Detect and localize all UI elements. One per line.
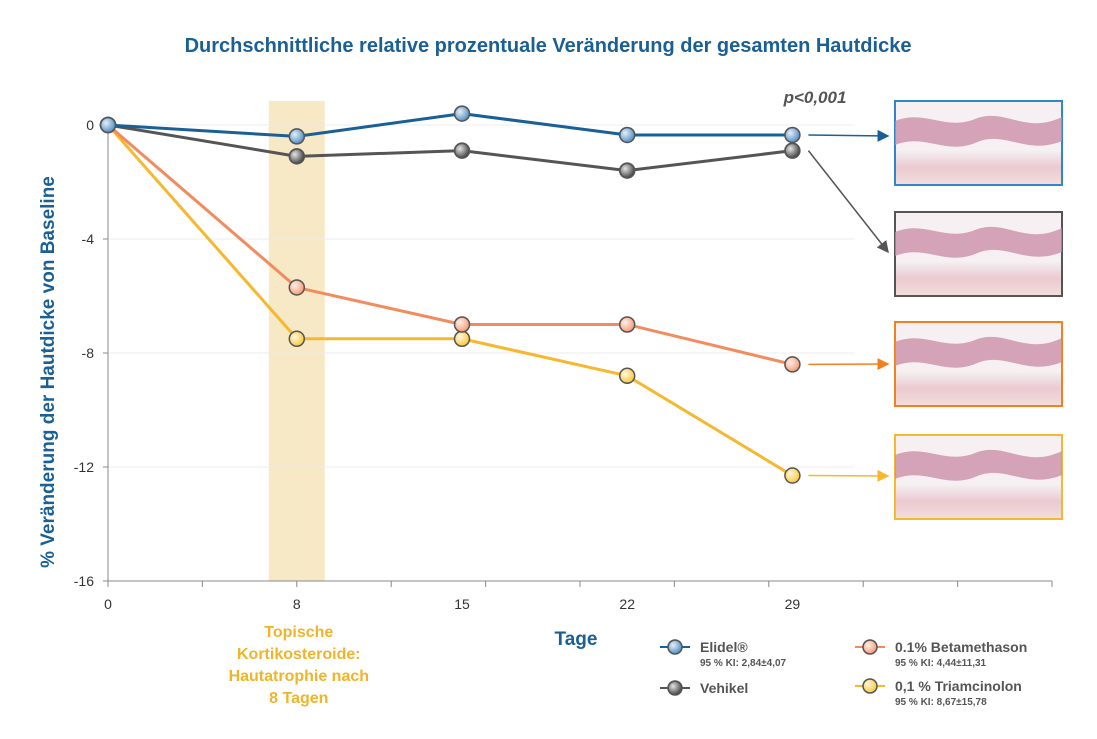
panel-arrow bbox=[808, 129, 890, 142]
legend-label: Elidel® bbox=[700, 639, 748, 655]
histology-epidermis-betamethason bbox=[895, 336, 1062, 368]
series-line bbox=[107, 123, 793, 366]
y-tick-label: 0 bbox=[86, 117, 94, 133]
data-point-highlight bbox=[455, 332, 469, 346]
data-point-highlight bbox=[620, 318, 634, 331]
data-point-highlight bbox=[290, 280, 304, 294]
histology-dermis-vehikel bbox=[896, 262, 1061, 295]
y-axis-label: % Veränderung der Hautdicke von Baseline bbox=[38, 176, 59, 568]
highlight-band-label-line: 8 Tagen bbox=[269, 690, 328, 707]
y-tick-label: -8 bbox=[82, 345, 95, 361]
highlight-band-label-line: Topische bbox=[264, 624, 333, 641]
data-point-highlight bbox=[290, 149, 304, 163]
histology-dermis-elidel bbox=[896, 151, 1061, 184]
data-point-highlight bbox=[290, 129, 304, 143]
x-axis-label: Tage bbox=[555, 629, 598, 650]
highlight-band-label-line: Kortikosteroide: bbox=[237, 646, 361, 663]
data-point-highlight bbox=[620, 164, 634, 178]
data-point-highlight bbox=[785, 144, 799, 158]
data-point-highlight bbox=[455, 107, 469, 121]
data-point-highlight bbox=[101, 118, 115, 132]
x-tick-label: 29 bbox=[785, 596, 801, 612]
data-point-highlight bbox=[620, 128, 634, 142]
legend-swatch-highlight bbox=[669, 682, 681, 694]
histology-epidermis-triamcinolon bbox=[895, 449, 1062, 481]
histology-epidermis-elidel bbox=[895, 115, 1062, 147]
legend-ci: 95 % KI: 8,67±15,78 bbox=[895, 697, 987, 708]
legend-label: 0.1% Betamethason bbox=[895, 639, 1027, 655]
x-tick-label: 15 bbox=[454, 596, 470, 612]
legend-label: Vehikel bbox=[700, 680, 748, 696]
y-tick-label: -16 bbox=[74, 573, 94, 589]
legend-swatch-highlight bbox=[864, 680, 876, 692]
legend-swatch-highlight bbox=[669, 641, 681, 653]
legend-ci: 95 % KI: 2,84±4,07 bbox=[700, 658, 787, 669]
x-tick-label: 22 bbox=[619, 596, 635, 612]
y-tick-label: -12 bbox=[74, 459, 94, 475]
data-point-highlight bbox=[620, 369, 634, 383]
data-point-highlight bbox=[785, 128, 799, 142]
legend-swatch-highlight bbox=[864, 641, 876, 653]
data-point-highlight bbox=[290, 332, 304, 346]
data-point-highlight bbox=[455, 144, 469, 158]
data-point-highlight bbox=[785, 469, 799, 483]
chart-title: Durchschnittliche relative prozentuale V… bbox=[185, 35, 912, 57]
highlight-band: Topische Kortikosteroide: Hautatrophie nac… bbox=[229, 101, 369, 707]
p-value-annotation: p<0,001 bbox=[783, 88, 847, 107]
highlight-band-label-line: Hautatrophie nach bbox=[229, 668, 369, 685]
panel-arrow bbox=[807, 150, 889, 254]
legend-ci: 95 % KI: 4,44±11,31 bbox=[895, 658, 987, 669]
gridlines bbox=[108, 124, 855, 468]
x-tick-label: 0 bbox=[104, 596, 112, 612]
axes: 0 -4 -8 -12 -16 0 8 15 22 29 bbox=[74, 117, 1053, 612]
data-point-highlight bbox=[455, 318, 469, 331]
histology-dermis-betamethason bbox=[896, 372, 1061, 405]
legend: Elidel® 95 % KI: 2,84±4,07 Vehikel 0.1% Bet… bbox=[660, 639, 1027, 708]
data-point-highlight bbox=[785, 357, 799, 371]
histology-dermis-triamcinolon bbox=[896, 485, 1061, 518]
series-line bbox=[106, 124, 794, 477]
histology-epidermis-vehikel bbox=[895, 226, 1062, 258]
x-tick-label: 8 bbox=[293, 596, 301, 612]
y-tick-label: -4 bbox=[82, 231, 95, 247]
series-layer bbox=[99, 105, 801, 484]
histology-images bbox=[807, 100, 1063, 520]
legend-label: 0,1 % Triamcinolon bbox=[895, 678, 1022, 694]
